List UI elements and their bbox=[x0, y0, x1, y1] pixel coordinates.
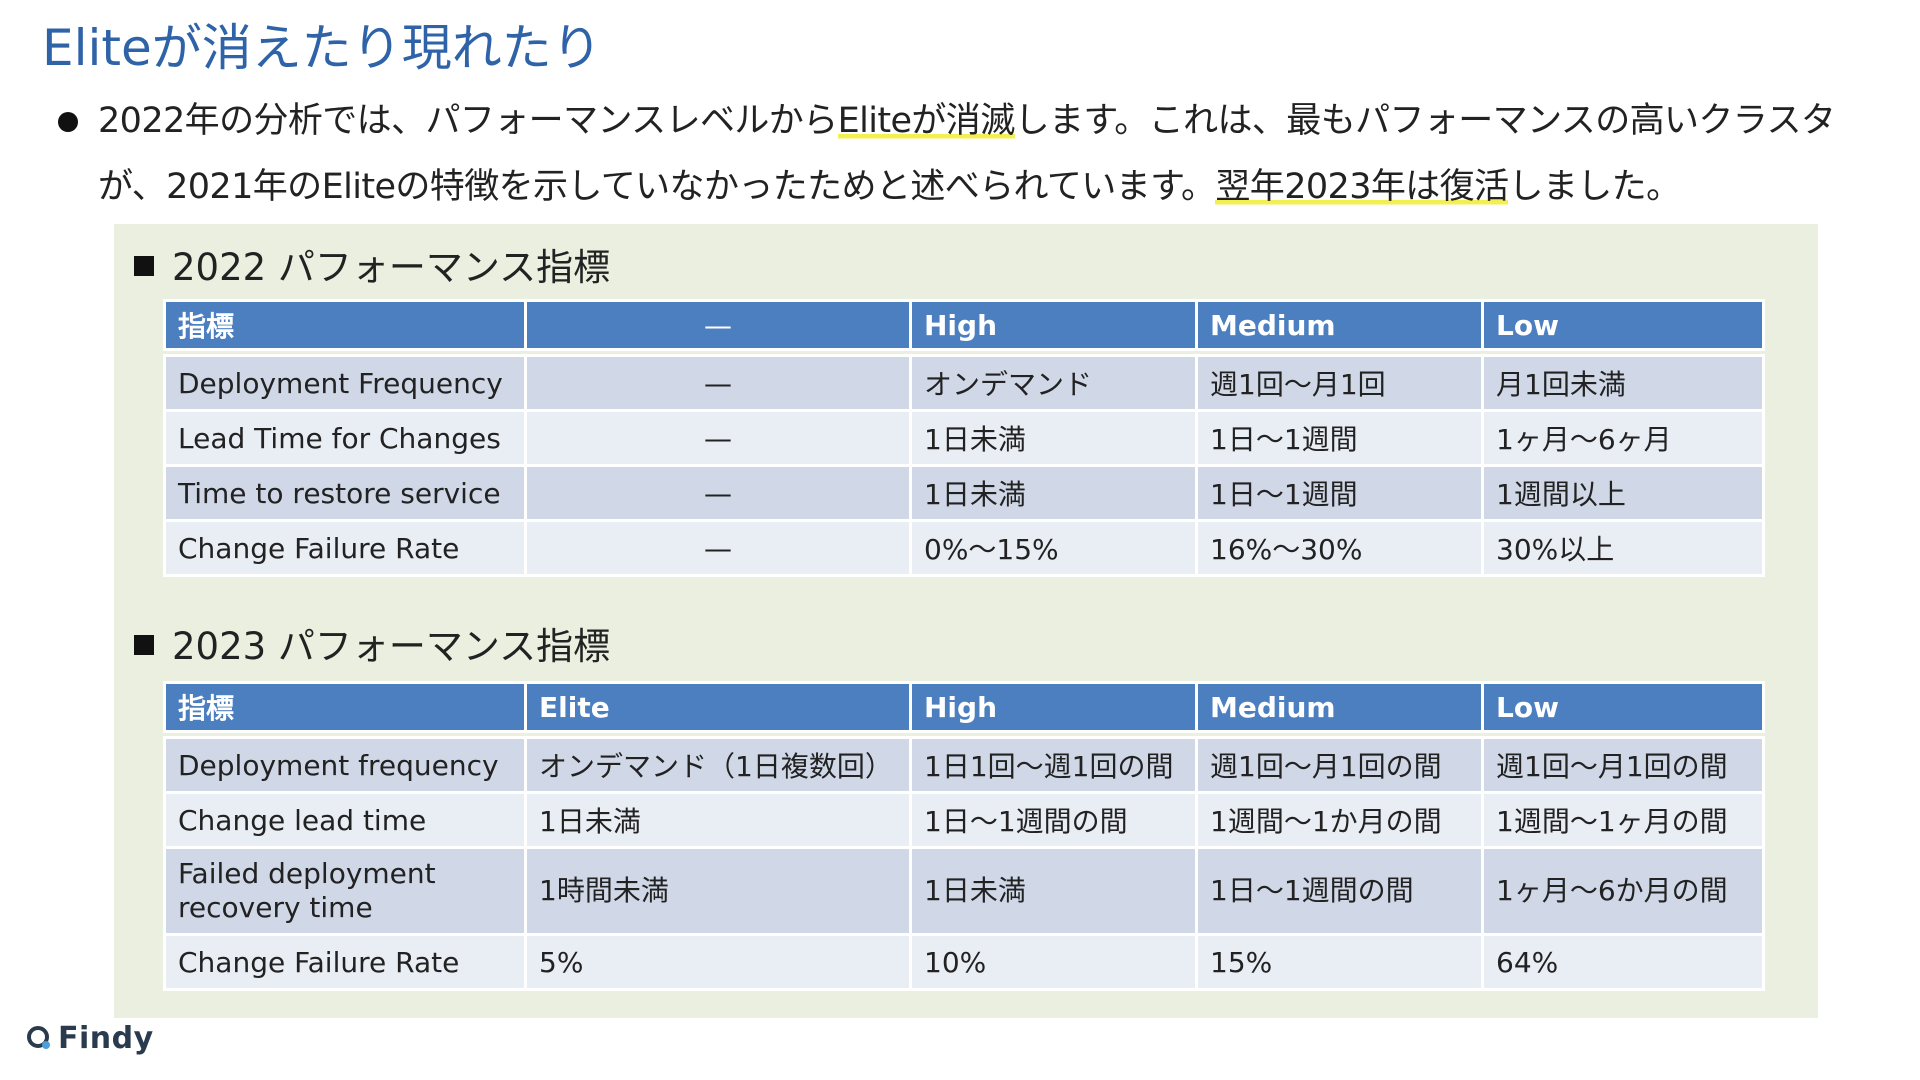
table-2023: 指標 Elite High Medium Low Deployment freq… bbox=[163, 681, 1765, 991]
heading-2022-text: 2022 パフォーマンス指標 bbox=[172, 246, 611, 289]
table-row: Deployment frequency オンデマンド（1日複数回） 1日1回〜… bbox=[163, 736, 1765, 794]
table-2023-header: 指標 Elite High Medium Low bbox=[163, 681, 1765, 733]
cell: — bbox=[524, 409, 912, 467]
header-medium: Medium bbox=[1195, 681, 1484, 733]
cell: Deployment Frequency bbox=[163, 354, 527, 412]
cell: 1日未満 bbox=[524, 791, 912, 849]
heading-2023: 2023 パフォーマンス指標 bbox=[134, 622, 610, 672]
logo-text: Findy bbox=[58, 1020, 154, 1056]
cell: 週1回〜月1回 bbox=[1195, 354, 1484, 412]
cell: 月1回未満 bbox=[1481, 354, 1765, 412]
table-row: Deployment Frequency — オンデマンド 週1回〜月1回 月1… bbox=[163, 354, 1765, 412]
cell: 週1回〜月1回の間 bbox=[1195, 736, 1484, 794]
table-row: Change Failure Rate — 0%〜15% 16%〜30% 30%… bbox=[163, 519, 1765, 577]
cell: 1ヶ月〜6か月の間 bbox=[1481, 846, 1765, 936]
slide-title: Eliteが消えたり現れたり bbox=[42, 19, 602, 77]
table-row: Change Failure Rate 5% 10% 15% 64% bbox=[163, 933, 1765, 991]
square-bullet-icon bbox=[134, 256, 154, 276]
table-row: Lead Time for Changes — 1日未満 1日〜1週間 1ヶ月〜… bbox=[163, 409, 1765, 467]
table-2022: 指標 — High Medium Low Deployment Frequenc… bbox=[163, 299, 1765, 577]
summary-part2: します。これは、最もパフォーマンスの高いクラスタが、2021年のEliteの特徴… bbox=[98, 101, 1836, 207]
header-dash: — bbox=[524, 299, 912, 351]
table-row: Failed deployment recovery time 1時間未満 1日… bbox=[163, 846, 1765, 936]
heading-2022: 2022 パフォーマンス指標 bbox=[134, 243, 610, 293]
cell: Change Failure Rate bbox=[163, 519, 527, 577]
cell: — bbox=[524, 464, 912, 522]
cell: 15% bbox=[1195, 933, 1484, 991]
highlight-2023-revival: 翌年2023年は復活 bbox=[1215, 167, 1509, 207]
cell: 1日未満 bbox=[909, 846, 1198, 936]
header-medium: Medium bbox=[1195, 299, 1484, 351]
square-bullet-icon bbox=[134, 635, 154, 655]
bullet-dot-icon bbox=[58, 112, 78, 132]
findy-logo: Findy bbox=[26, 1018, 154, 1058]
cell: 0%〜15% bbox=[909, 519, 1198, 577]
header-metric: 指標 bbox=[163, 681, 527, 733]
cell: 1日未満 bbox=[909, 464, 1198, 522]
table-row: Change lead time 1日未満 1日〜1週間の間 1週間〜1か月の間… bbox=[163, 791, 1765, 849]
cell: 1日〜1週間の間 bbox=[909, 791, 1198, 849]
cell: オンデマンド bbox=[909, 354, 1198, 412]
summary-part1: 2022年の分析では、パフォーマンスレベルから bbox=[98, 101, 838, 141]
cell: 1日1回〜週1回の間 bbox=[909, 736, 1198, 794]
cell: — bbox=[524, 354, 912, 412]
table-2022-header: 指標 — High Medium Low bbox=[163, 299, 1765, 351]
cell: 1週間以上 bbox=[1481, 464, 1765, 522]
cell: 64% bbox=[1481, 933, 1765, 991]
summary-part3: しました。 bbox=[1508, 167, 1681, 207]
cell: 1日〜1週間の間 bbox=[1195, 846, 1484, 936]
summary-text: 2022年の分析では、パフォーマンスレベルからEliteが消滅します。これは、最… bbox=[98, 88, 1888, 220]
cell: Time to restore service bbox=[163, 464, 527, 522]
cell: — bbox=[524, 519, 912, 577]
cell: 30%以上 bbox=[1481, 519, 1765, 577]
header-high: High bbox=[909, 681, 1198, 733]
cell: Deployment frequency bbox=[163, 736, 527, 794]
summary-bullet: 2022年の分析では、パフォーマンスレベルからEliteが消滅します。これは、最… bbox=[58, 88, 1888, 220]
cell: 1日〜1週間 bbox=[1195, 464, 1484, 522]
header-high: High bbox=[909, 299, 1198, 351]
highlight-elite-disappears: Eliteが消滅 bbox=[837, 101, 1015, 141]
header-low: Low bbox=[1481, 299, 1765, 351]
cell: 週1回〜月1回の間 bbox=[1481, 736, 1765, 794]
cell: 1ヶ月〜6ヶ月 bbox=[1481, 409, 1765, 467]
cell: 1週間〜1ヶ月の間 bbox=[1481, 791, 1765, 849]
cell: オンデマンド（1日複数回） bbox=[524, 736, 912, 794]
heading-2023-text: 2023 パフォーマンス指標 bbox=[172, 625, 611, 668]
table-row: Time to restore service — 1日未満 1日〜1週間 1週… bbox=[163, 464, 1765, 522]
cell: 5% bbox=[524, 933, 912, 991]
findy-logo-icon bbox=[27, 1026, 50, 1049]
cell: Failed deployment recovery time bbox=[163, 846, 527, 936]
cell: Change lead time bbox=[163, 791, 527, 849]
cell: 1週間〜1か月の間 bbox=[1195, 791, 1484, 849]
cell: 16%〜30% bbox=[1195, 519, 1484, 577]
cell: Change Failure Rate bbox=[163, 933, 527, 991]
header-low: Low bbox=[1481, 681, 1765, 733]
header-metric: 指標 bbox=[163, 299, 527, 351]
cell: Lead Time for Changes bbox=[163, 409, 527, 467]
cell: 1時間未満 bbox=[524, 846, 912, 936]
cell: 1日〜1週間 bbox=[1195, 409, 1484, 467]
cell: 10% bbox=[909, 933, 1198, 991]
cell: 1日未満 bbox=[909, 409, 1198, 467]
header-elite: Elite bbox=[524, 681, 912, 733]
